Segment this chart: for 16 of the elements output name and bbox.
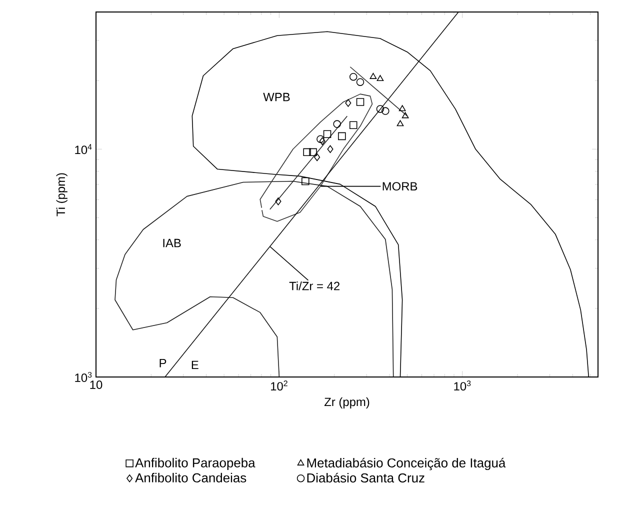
annotation: E <box>192 360 198 370</box>
annotation: P <box>160 359 166 368</box>
annotation: Ti/Zr = 42 <box>289 281 340 290</box>
x-tick-label: 10$^{3}$ <box>454 380 471 391</box>
annotation: IAB <box>163 238 181 248</box>
x-tick-label: 10$^{2}$ <box>270 380 288 391</box>
annotation: WPB <box>263 92 290 102</box>
legend-label: Metadiabásio Conceição de Itaguá <box>307 458 506 470</box>
x-tick-label: 10 <box>90 380 102 389</box>
legend-label: Anfibolito Candeias <box>135 472 246 482</box>
legend-label: Anfibolito Paraopeba <box>135 458 256 470</box>
annotation: MORB <box>382 182 418 191</box>
x-axis-title: Zr (ppm) <box>324 397 370 409</box>
y-axis-title: Ti (ppm) <box>56 173 68 216</box>
y-tick-label: 10$^{4}$ <box>75 144 92 154</box>
legend-label: Diabásio Santa Cruz <box>307 472 424 483</box>
